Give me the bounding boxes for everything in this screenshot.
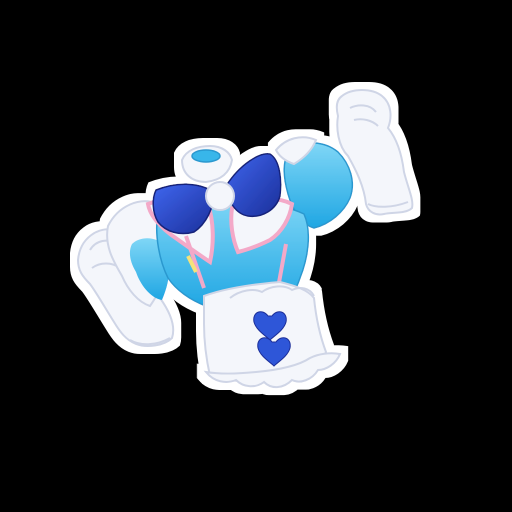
sleeve-right xyxy=(283,142,354,229)
heart-icon-2 xyxy=(257,337,291,367)
bow-icon xyxy=(152,153,282,235)
sleeve-right-ruffle xyxy=(274,136,318,166)
outfit-group xyxy=(76,89,414,388)
hat-icon xyxy=(180,144,234,184)
glove-icon xyxy=(335,89,414,216)
strap-left xyxy=(184,235,206,289)
apron-top-ruffle xyxy=(229,285,315,299)
ribbon-yellow xyxy=(186,255,198,273)
apron-ruffle xyxy=(203,352,342,388)
strap-right xyxy=(276,243,288,289)
